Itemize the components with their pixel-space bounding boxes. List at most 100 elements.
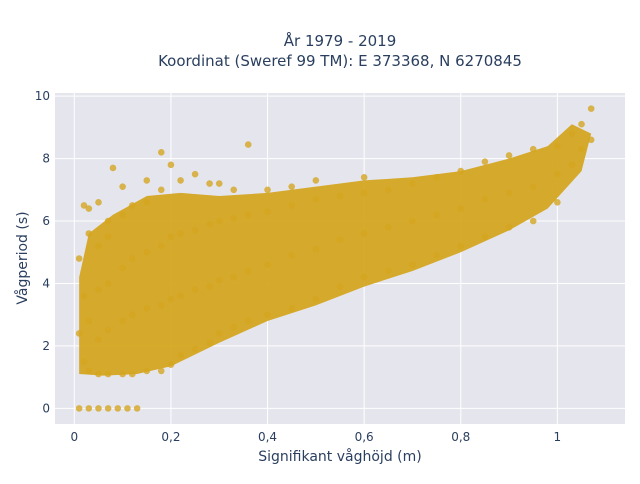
scatter-point[interactable] bbox=[206, 180, 213, 187]
scatter-point[interactable] bbox=[360, 230, 368, 237]
scatter-point[interactable] bbox=[206, 220, 213, 228]
scatter-point[interactable] bbox=[409, 180, 416, 187]
scatter-point[interactable] bbox=[481, 158, 489, 165]
scatter-point[interactable] bbox=[215, 180, 223, 187]
scatter-point[interactable] bbox=[133, 405, 141, 412]
scatter-point[interactable] bbox=[554, 198, 561, 206]
scatter-point[interactable] bbox=[244, 317, 252, 325]
scatter-point[interactable] bbox=[119, 370, 126, 378]
scatter-point[interactable] bbox=[578, 120, 585, 128]
scatter-point[interactable] bbox=[157, 186, 165, 194]
scatter-point[interactable] bbox=[104, 405, 112, 412]
scatter-point[interactable] bbox=[128, 202, 136, 209]
scatter-point[interactable] bbox=[264, 208, 271, 215]
scatter-point[interactable] bbox=[124, 405, 131, 412]
scatter-point[interactable] bbox=[529, 145, 537, 153]
scatter-point[interactable] bbox=[95, 286, 102, 294]
scatter-point[interactable] bbox=[85, 317, 93, 325]
scatter-point[interactable] bbox=[80, 292, 88, 300]
scatter-point[interactable] bbox=[230, 323, 238, 331]
scatter-point[interactable] bbox=[529, 217, 537, 225]
scatter-point[interactable] bbox=[215, 277, 223, 284]
scatter-point[interactable] bbox=[215, 330, 223, 337]
scatter-point[interactable] bbox=[230, 214, 238, 222]
scatter-point[interactable] bbox=[157, 242, 165, 250]
scatter-point[interactable] bbox=[288, 183, 295, 190]
scatter-point[interactable] bbox=[75, 255, 83, 262]
scatter-point[interactable] bbox=[264, 261, 271, 269]
scatter-point[interactable] bbox=[409, 217, 416, 225]
scatter-point[interactable] bbox=[264, 311, 271, 319]
scatter-point[interactable] bbox=[587, 105, 595, 112]
scatter-point[interactable] bbox=[230, 273, 238, 281]
scatter-point[interactable] bbox=[336, 192, 344, 200]
scatter-point[interactable] bbox=[85, 367, 93, 375]
scatter-point[interactable] bbox=[457, 242, 465, 250]
scatter-point[interactable] bbox=[554, 142, 561, 150]
scatter-point[interactable] bbox=[568, 130, 576, 137]
scatter-point[interactable] bbox=[128, 311, 136, 319]
scatter-point[interactable] bbox=[481, 233, 489, 240]
scatter-point[interactable] bbox=[157, 367, 165, 375]
scatter-point[interactable] bbox=[385, 223, 392, 231]
scatter-point[interactable] bbox=[336, 236, 344, 244]
scatter-point[interactable] bbox=[312, 195, 320, 203]
scatter-point[interactable] bbox=[104, 233, 112, 240]
scatter-point[interactable] bbox=[578, 145, 585, 153]
scatter-point[interactable] bbox=[360, 189, 368, 197]
scatter-point[interactable] bbox=[119, 211, 126, 219]
scatter-point[interactable] bbox=[177, 230, 184, 237]
scatter-point[interactable] bbox=[75, 405, 83, 412]
scatter-point[interactable] bbox=[312, 295, 320, 303]
scatter-point[interactable] bbox=[433, 174, 440, 181]
scatter-point[interactable] bbox=[288, 252, 295, 259]
scatter-point[interactable] bbox=[104, 327, 112, 334]
scatter-point[interactable] bbox=[167, 233, 175, 240]
scatter-point[interactable] bbox=[457, 167, 465, 175]
scatter-point[interactable] bbox=[128, 255, 136, 262]
scatter-points[interactable] bbox=[75, 105, 595, 412]
scatter-point[interactable] bbox=[457, 205, 465, 212]
scatter-point[interactable] bbox=[143, 177, 151, 184]
scatter-point[interactable] bbox=[385, 186, 392, 194]
scatter-point[interactable] bbox=[157, 149, 165, 156]
scatter-point[interactable] bbox=[109, 164, 117, 172]
scatter-point[interactable] bbox=[177, 292, 184, 300]
scatter-point[interactable] bbox=[80, 202, 88, 209]
scatter-point[interactable] bbox=[119, 317, 126, 325]
scatter-point[interactable] bbox=[215, 217, 223, 225]
scatter-point[interactable] bbox=[360, 273, 368, 281]
scatter-point[interactable] bbox=[177, 177, 184, 184]
scatter-point[interactable] bbox=[505, 189, 513, 197]
scatter-point[interactable] bbox=[177, 352, 184, 359]
scatter-point[interactable] bbox=[288, 305, 295, 312]
scatter-point[interactable] bbox=[157, 302, 165, 309]
scatter-point[interactable] bbox=[360, 174, 368, 181]
scatter-point[interactable] bbox=[95, 405, 102, 412]
scatter-point[interactable] bbox=[244, 141, 252, 148]
scatter-point[interactable] bbox=[143, 248, 151, 256]
scatter-point[interactable] bbox=[587, 136, 595, 144]
scatter-point[interactable] bbox=[104, 370, 112, 378]
scatter-point[interactable] bbox=[505, 152, 513, 159]
scatter-point[interactable] bbox=[104, 280, 112, 287]
scatter-point[interactable] bbox=[244, 211, 252, 219]
scatter-point[interactable] bbox=[481, 195, 489, 203]
scatter-point[interactable] bbox=[95, 242, 102, 250]
scatter-point[interactable] bbox=[568, 161, 576, 169]
scatter-point[interactable] bbox=[409, 261, 416, 269]
scatter-point[interactable] bbox=[119, 183, 126, 190]
scatter-point[interactable] bbox=[167, 161, 175, 169]
scatter-point[interactable] bbox=[230, 186, 238, 194]
scatter-point[interactable] bbox=[433, 252, 440, 259]
scatter-point[interactable] bbox=[191, 227, 199, 234]
scatter-point[interactable] bbox=[312, 177, 320, 184]
scatter-point[interactable] bbox=[128, 370, 136, 378]
scatter-point[interactable] bbox=[75, 330, 83, 337]
scatter-point[interactable] bbox=[336, 283, 344, 290]
scatter-point[interactable] bbox=[95, 198, 102, 206]
scatter-point[interactable] bbox=[206, 283, 213, 290]
scatter-point[interactable] bbox=[167, 361, 175, 368]
scatter-point[interactable] bbox=[554, 170, 561, 178]
scatter-point[interactable] bbox=[85, 230, 93, 237]
